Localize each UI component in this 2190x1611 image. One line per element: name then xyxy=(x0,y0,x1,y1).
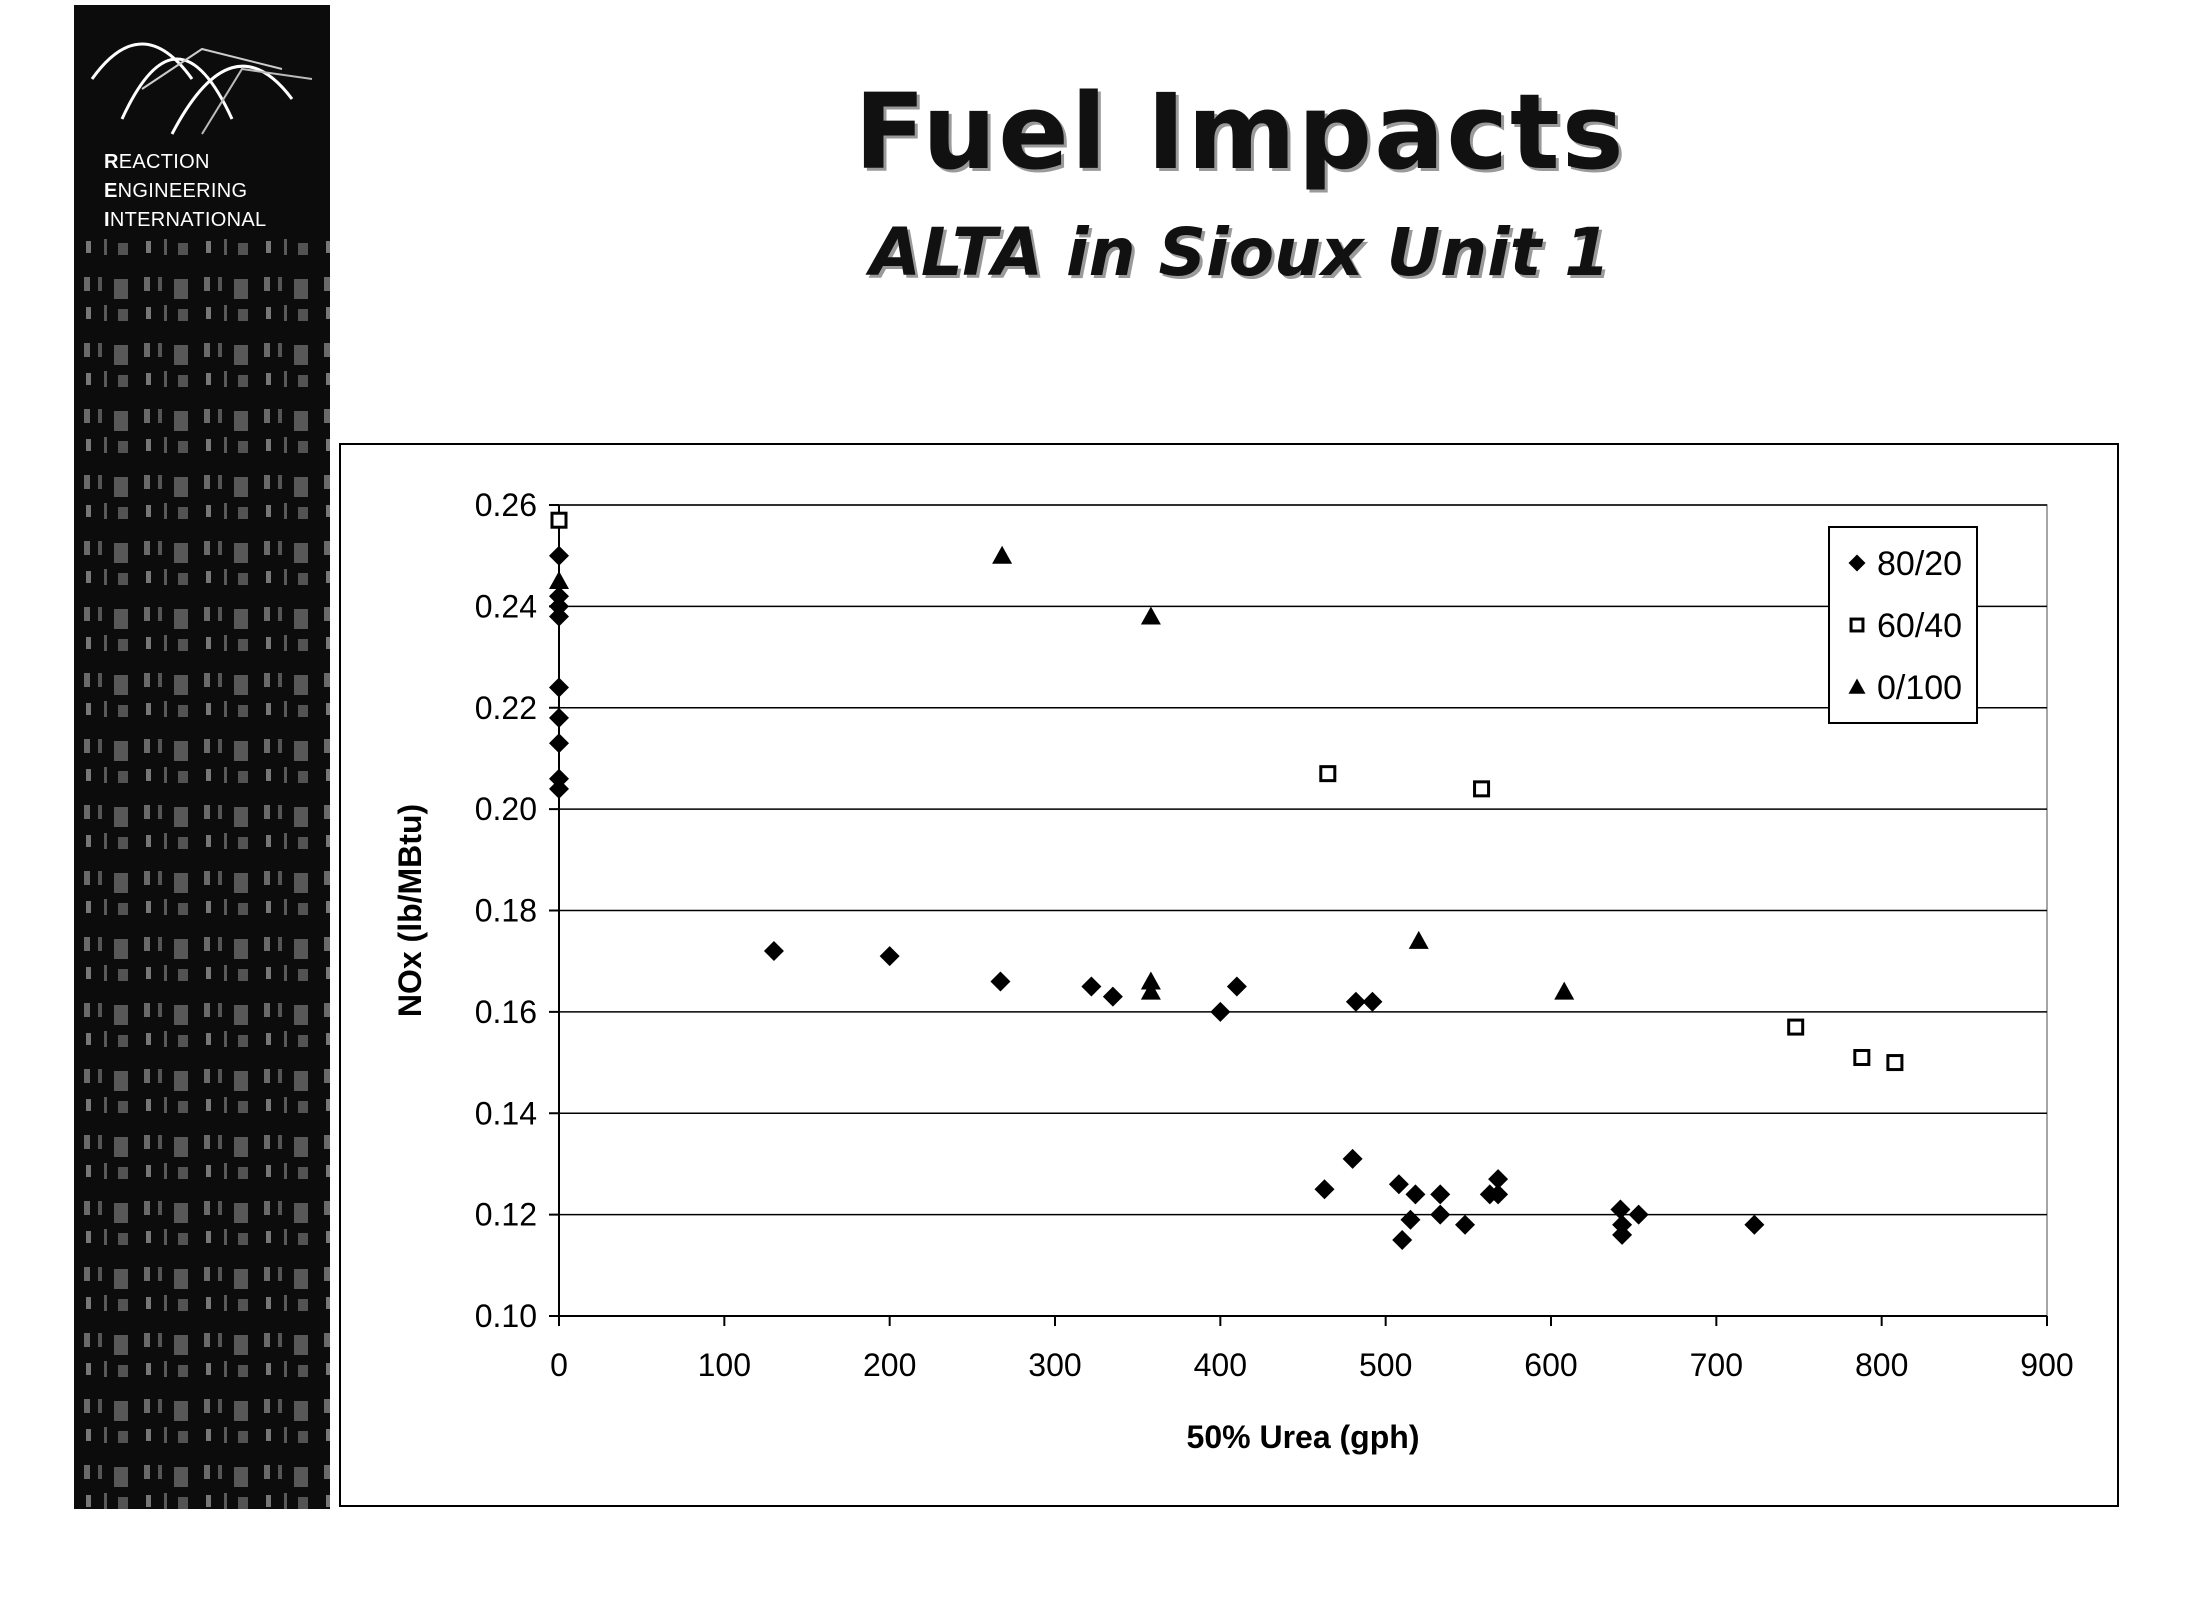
data-point xyxy=(549,545,569,566)
data-point xyxy=(1430,1184,1451,1205)
x-tick-label: 900 xyxy=(2020,1347,2073,1383)
data-point xyxy=(1488,1169,1509,1190)
logo-line-2: ENGINEERING xyxy=(104,180,248,202)
legend: 80/20 60/40 0/100 xyxy=(1828,526,1978,724)
x-tick-label: 0 xyxy=(550,1347,568,1383)
data-point xyxy=(1612,1214,1633,1235)
x-tick-label: 800 xyxy=(1855,1347,1908,1383)
data-point xyxy=(549,707,569,728)
data-point xyxy=(1392,1229,1413,1250)
x-tick-label: 100 xyxy=(698,1347,751,1383)
data-point xyxy=(1405,1184,1426,1205)
y-tick-label: 0.26 xyxy=(475,487,537,523)
page-subtitle: ALTA in Sioux Unit 1 xyxy=(869,214,1611,291)
data-point xyxy=(1612,1224,1633,1245)
data-point xyxy=(550,511,568,529)
x-tick-label: 200 xyxy=(863,1347,916,1383)
legend-marker xyxy=(1848,554,1866,572)
data-point xyxy=(1140,981,1161,1000)
data-point xyxy=(1610,1199,1631,1220)
data-point xyxy=(1408,930,1429,949)
data-point xyxy=(1362,991,1383,1012)
scatter-chart: 0.10 0.12 0.14 0.16 0.18 0.20 0.22 0.24 0.26 0 100… xyxy=(392,487,2074,1455)
data-point xyxy=(1488,1184,1509,1205)
data-point xyxy=(549,733,569,754)
data-point xyxy=(763,941,784,962)
data-point xyxy=(549,571,569,590)
y-tick-label: 0.14 xyxy=(475,1095,537,1131)
x-tick-label: 600 xyxy=(1524,1347,1577,1383)
data-point xyxy=(1345,991,1366,1012)
data-point xyxy=(1210,1001,1231,1022)
x-tick-label: 500 xyxy=(1359,1347,1412,1383)
data-point xyxy=(549,586,569,607)
data-point xyxy=(1455,1214,1476,1235)
legend-label: 80/20 xyxy=(1877,545,1962,583)
film-strip-texture xyxy=(74,235,330,1509)
legend-label: 0/100 xyxy=(1877,669,1962,707)
data-point xyxy=(992,545,1013,564)
y-tick-label: 0.20 xyxy=(475,791,537,827)
data-point xyxy=(1319,765,1337,783)
legend-label: 60/40 xyxy=(1877,607,1962,645)
y-axis-label: NOx (lb/MBtu) xyxy=(392,804,428,1017)
x-tick-label: 700 xyxy=(1690,1347,1743,1383)
y-tick-label: 0.24 xyxy=(475,588,537,624)
data-point xyxy=(1473,780,1491,798)
data-point xyxy=(1628,1204,1649,1225)
data-point xyxy=(1342,1148,1363,1169)
data-point xyxy=(1314,1179,1335,1200)
legend-marker xyxy=(1849,617,1865,633)
data-point xyxy=(1102,986,1123,1007)
data-point xyxy=(1787,1018,1805,1036)
data-point xyxy=(1388,1174,1409,1195)
data-point xyxy=(1226,976,1247,997)
logo-band: REACTION ENGINEERING INTERNATIONAL xyxy=(74,5,330,1509)
data-point xyxy=(1400,1209,1421,1230)
logo-text: REACTION ENGINEERING INTERNATIONAL xyxy=(104,148,266,235)
data-point xyxy=(990,971,1011,992)
data-point xyxy=(1886,1054,1904,1072)
data-point xyxy=(549,778,569,799)
data-point xyxy=(1140,606,1161,625)
data-point xyxy=(549,606,569,627)
y-tick-label: 0.10 xyxy=(475,1298,537,1334)
y-tick-label: 0.16 xyxy=(475,994,537,1030)
logo-line-1: REACTION xyxy=(104,151,210,173)
data-point xyxy=(1140,971,1161,990)
data-point xyxy=(549,596,569,617)
logo-arcs-icon xyxy=(90,42,313,135)
data-point xyxy=(879,946,900,967)
x-tick-label: 300 xyxy=(1028,1347,1081,1383)
axes xyxy=(549,504,2048,1326)
page-title: Fuel Impacts xyxy=(854,71,1626,193)
y-tick-label: 0.12 xyxy=(475,1197,537,1233)
tick-labels: 0.10 0.12 0.14 0.16 0.18 0.20 0.22 0.24 0.26 0 100… xyxy=(475,487,2074,1383)
chart-frame: 0.10 0.12 0.14 0.16 0.18 0.20 0.22 0.24 0.26 0 100… xyxy=(339,443,2119,1507)
logo-line-3: INTERNATIONAL xyxy=(104,209,267,231)
data-point xyxy=(549,768,569,789)
y-tick-label: 0.22 xyxy=(475,690,537,726)
data-points xyxy=(549,511,1904,1250)
data-point xyxy=(1744,1214,1765,1235)
data-point xyxy=(1554,981,1575,1000)
data-point xyxy=(1081,976,1102,997)
gridlines xyxy=(558,504,2048,1317)
x-tick-label: 400 xyxy=(1194,1347,1247,1383)
legend-marker xyxy=(1848,678,1866,694)
data-point xyxy=(1853,1048,1871,1066)
x-axis-label: 50% Urea (gph) xyxy=(1187,1419,1420,1455)
data-point xyxy=(549,677,569,698)
data-point xyxy=(1430,1204,1451,1225)
y-tick-label: 0.18 xyxy=(475,893,537,929)
